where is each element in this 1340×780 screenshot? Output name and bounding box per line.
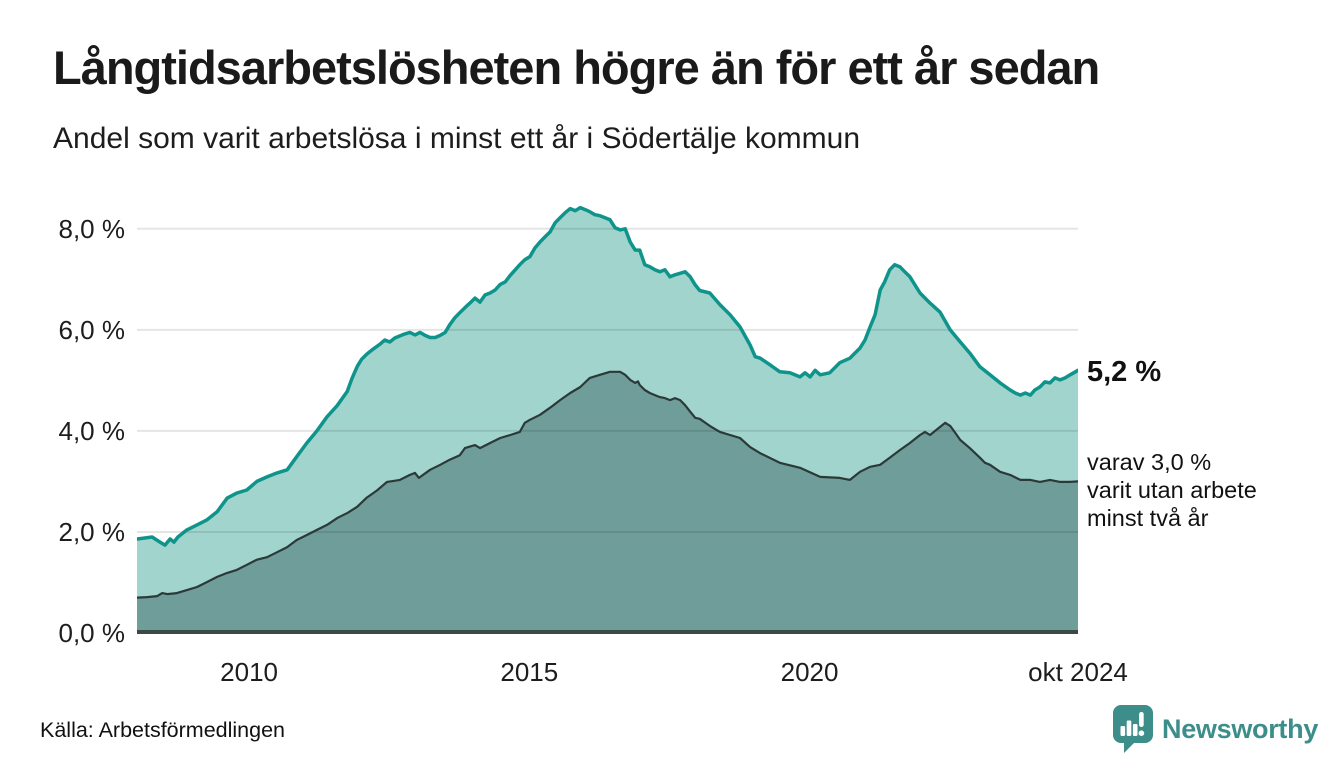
source-note: Källa: Arbetsförmedlingen — [40, 718, 286, 742]
y-tick-label: 8,0 % — [58, 213, 126, 244]
logo-bar-icon — [1126, 720, 1132, 736]
area-two-years — [137, 371, 1078, 633]
newsworthy-logo[interactable]: Newsworthy — [1113, 705, 1318, 755]
newsworthy-logo-text: Newsworthy — [1162, 714, 1319, 744]
x-tick-label: 2015 — [500, 657, 559, 687]
y-tick-label: 6,0 % — [58, 314, 126, 345]
x-tick-label: 2010 — [220, 657, 278, 687]
x-tick-label: 2020 — [780, 657, 839, 687]
annotation-latest-one-year: 5,2 % — [1087, 356, 1162, 388]
logo-exclamation-icon — [1139, 712, 1144, 727]
x-tick-label: okt 2024 — [1028, 657, 1128, 687]
chart-title: Långtidsarbetslösheten högre än för ett … — [53, 41, 1100, 94]
newsworthy-logo-icon — [1113, 705, 1153, 753]
logo-bar-icon — [1132, 724, 1138, 736]
y-tick-label: 0,0 % — [58, 618, 126, 648]
annotation-note-line: varit utan arbete — [1087, 477, 1257, 503]
annotation-note-line: varav 3,0 % — [1087, 449, 1212, 475]
y-tick-label: 4,0 % — [58, 415, 126, 446]
annotation-note-line: minst två år — [1087, 505, 1209, 531]
line-one-year — [137, 205, 1078, 547]
plot-svg — [137, 205, 1078, 634]
plot-area — [137, 195, 1078, 640]
chart-subtitle: Andel som varit arbetslösa i minst ett å… — [53, 122, 860, 155]
logo-bar-icon — [1120, 726, 1126, 736]
logo-exclamation-dot-icon — [1138, 730, 1145, 736]
annotation-two-years-note: varav 3,0 % varit utan arbete minst två … — [1087, 448, 1257, 532]
line-two-years — [137, 370, 1078, 599]
y-tick-label: 2,0 % — [58, 516, 126, 547]
